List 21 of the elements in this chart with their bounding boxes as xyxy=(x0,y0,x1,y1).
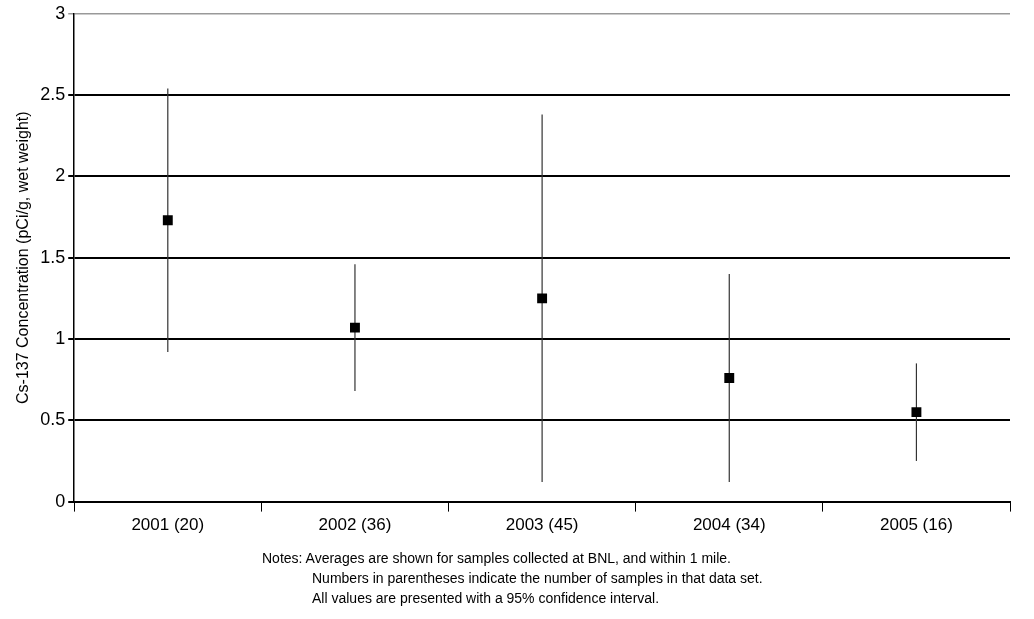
x-tick-label: 2001 (20) xyxy=(131,515,205,535)
y-tick-label: 3 xyxy=(55,2,66,23)
point xyxy=(537,293,548,304)
y-tick-label: 2.5 xyxy=(40,84,66,105)
y-tick-label: 0 xyxy=(55,490,66,511)
y-tick-label: 0.5 xyxy=(40,409,66,430)
y-tick-label: 2 xyxy=(55,165,66,186)
text: Notes: Averages are shown for samples collected at BNL, and within 1 mile. xyxy=(262,549,732,568)
x-tick-label: 2004 (34) xyxy=(692,515,766,535)
y-tick-label: 1.5 xyxy=(40,246,66,267)
x-tick-label: 2003 (45) xyxy=(505,515,579,535)
point xyxy=(911,407,922,418)
point xyxy=(350,322,360,333)
point xyxy=(724,373,735,383)
y-tick-label: 1 xyxy=(55,327,66,348)
point xyxy=(162,215,173,226)
text: All values are presented with a 95% confidence interval. xyxy=(311,589,661,608)
y-axis-title: Cs-137 Concentration (pCi/g, wet weight) xyxy=(14,111,32,404)
x-tick-label: 2002 (36) xyxy=(318,515,392,535)
x-tick-label: 2005 (16) xyxy=(880,515,953,535)
text: Numbers in parentheses indicate the number of samples in that data set. xyxy=(311,569,763,588)
